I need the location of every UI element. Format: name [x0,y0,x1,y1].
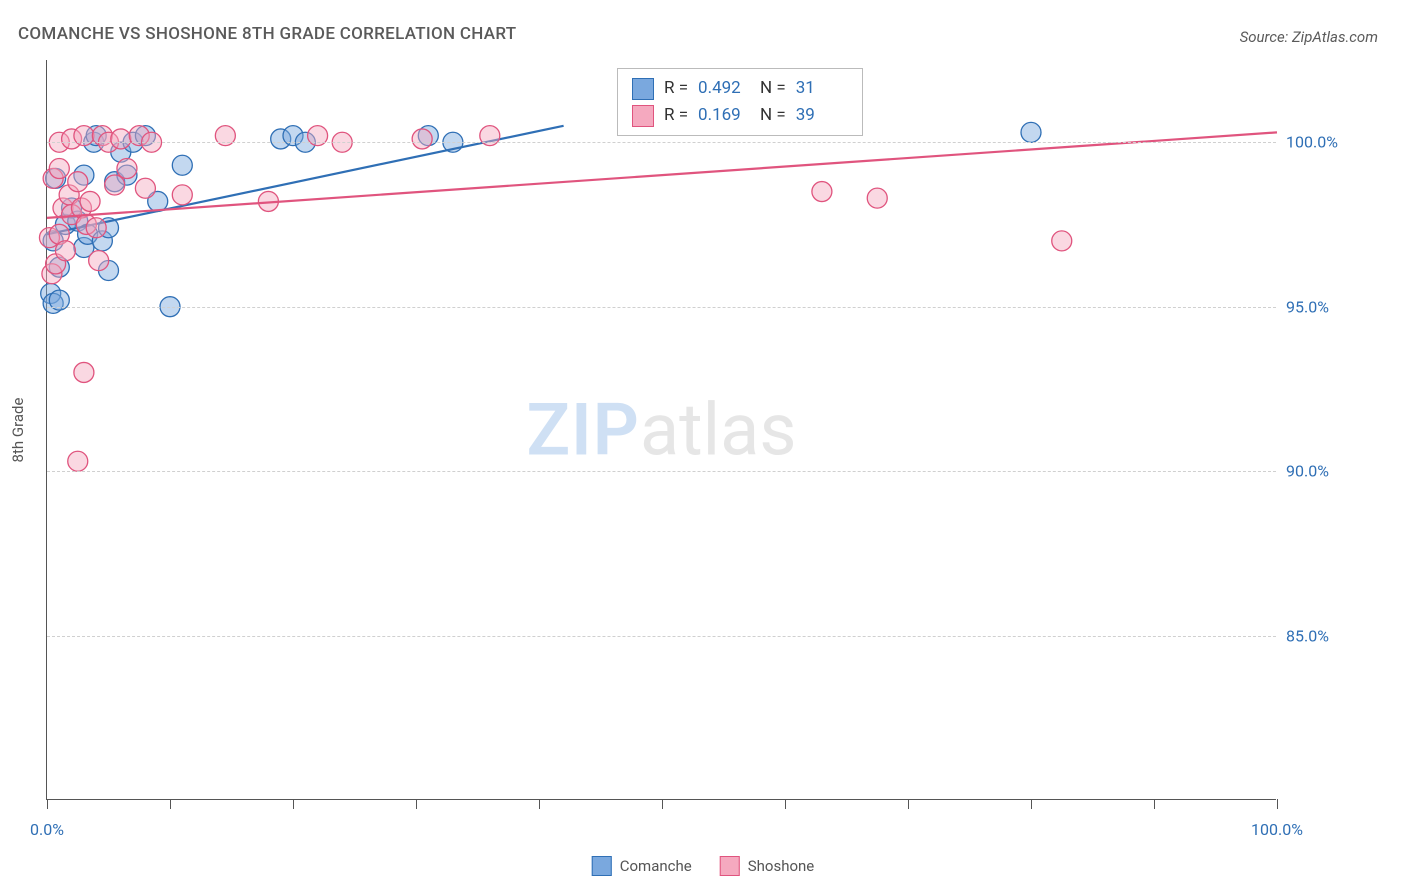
stats-swatch-comanche [632,78,654,100]
stats-r-label: R = [664,102,688,129]
scatter-point [412,129,432,149]
stats-r-comanche: 0.492 [698,75,750,102]
scatter-point [111,129,131,149]
x-tick [1031,799,1032,809]
x-tick [416,799,417,809]
x-tick [293,799,294,809]
scatter-point [1052,231,1072,251]
stats-n-label: N = [760,102,786,129]
gridline [47,142,1276,143]
y-tick-label: 100.0% [1286,133,1386,152]
stats-row-comanche: R = 0.492 N = 31 [632,75,848,102]
x-tick-label: 100.0% [1251,820,1303,839]
x-tick [785,799,786,809]
scatter-point [86,218,106,238]
scatter-point [80,191,100,211]
legend-swatch-comanche [592,856,612,876]
scatter-point [172,155,192,175]
stats-box: R = 0.492 N = 31 R = 0.169 N = 39 [617,68,863,136]
scatter-point [867,188,887,208]
stats-n-comanche: 31 [796,75,848,102]
stats-row-shoshone: R = 0.169 N = 39 [632,102,848,129]
x-tick [908,799,909,809]
x-tick [1277,799,1278,809]
stats-n-shoshone: 39 [796,102,848,129]
stats-swatch-shoshone [632,105,654,127]
scatter-point [135,178,155,198]
scatter-point [117,159,137,179]
legend-label-comanche: Comanche [620,857,692,875]
legend-swatch-shoshone [720,856,740,876]
gridline [47,307,1276,308]
y-axis-label: 8th Grade [9,398,27,463]
scatter-point [49,159,69,179]
scatter-point [812,182,832,202]
legend-item-comanche: Comanche [592,856,692,876]
stats-r-label: R = [664,75,688,102]
trend-line [47,132,1277,218]
x-tick [1154,799,1155,809]
scatter-point [172,185,192,205]
scatter-point [68,172,88,192]
y-tick-label: 90.0% [1286,462,1386,481]
y-tick-label: 95.0% [1286,297,1386,316]
x-tick [539,799,540,809]
scatter-point [74,362,94,382]
plot-area: ZIPatlas R = 0.492 N = 31 R = 0.169 N = … [46,60,1276,800]
gridline [47,636,1276,637]
scatter-point [1021,122,1041,142]
chart-title: COMANCHE VS SHOSHONE 8TH GRADE CORRELATI… [18,24,516,44]
scatter-svg [47,60,1277,800]
y-tick-label: 85.0% [1286,626,1386,645]
chart-container: COMANCHE VS SHOSHONE 8TH GRADE CORRELATI… [0,0,1406,892]
x-tick [170,799,171,809]
x-tick [47,799,48,809]
x-tick [662,799,663,809]
scatter-point [105,175,125,195]
scatter-point [55,241,75,261]
source-label: Source: ZipAtlas.com [1240,28,1378,46]
legend: Comanche Shoshone [592,856,815,876]
legend-label-shoshone: Shoshone [748,857,815,875]
legend-item-shoshone: Shoshone [720,856,815,876]
scatter-point [89,251,109,271]
stats-r-shoshone: 0.169 [698,102,750,129]
stats-n-label: N = [760,75,786,102]
scatter-point [68,451,88,471]
x-tick-label: 0.0% [30,820,64,839]
gridline [47,471,1276,472]
